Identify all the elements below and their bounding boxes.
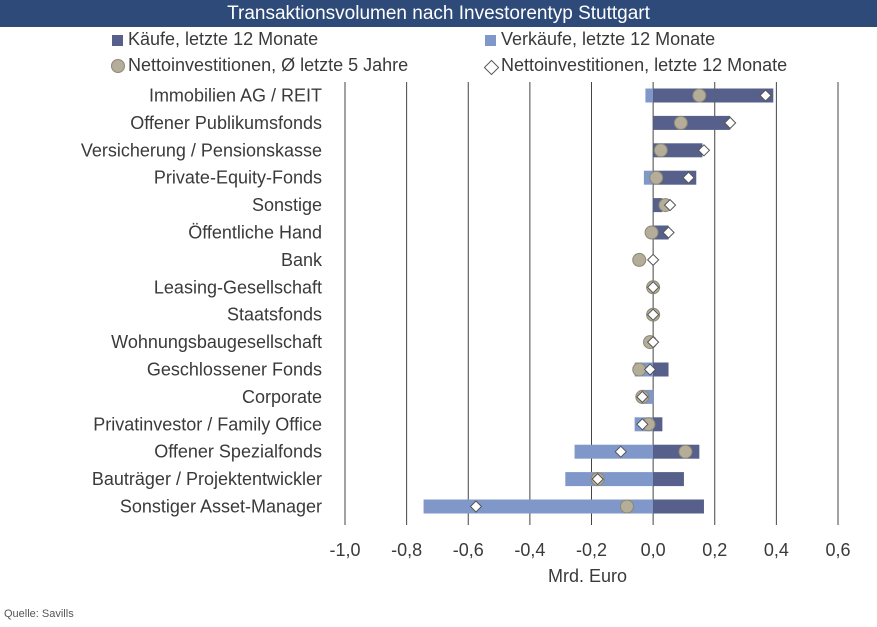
category-label: Geschlossener Fonds xyxy=(147,360,322,380)
x-tick-label: -1,0 xyxy=(329,540,360,560)
x-tick-label: 0,0 xyxy=(641,540,666,560)
category-label: Staatsfonds xyxy=(227,305,322,325)
category-label: Corporate xyxy=(242,387,322,407)
marker-netto-5-jahre xyxy=(653,143,668,158)
legend-marker-netto5 xyxy=(111,59,125,73)
category-label: Wohnungsbaugesellschaft xyxy=(111,332,322,352)
legend-label-netto12: Nettoinvestitionen, letzte 12 Monate xyxy=(501,55,788,75)
bar-verkaeufe xyxy=(645,88,654,103)
marker-netto-12-monate xyxy=(682,171,695,184)
bar-kaeufe xyxy=(653,417,663,432)
x-tick-label: -0,8 xyxy=(391,540,422,560)
marker-netto-5-jahre xyxy=(619,499,634,514)
marker-netto-12-monate xyxy=(646,281,660,294)
chart-title-bar xyxy=(0,0,877,27)
legend-label-verkaeufe: Verkäufe, letzte 12 Monate xyxy=(501,29,716,49)
category-label: Sonstiger Asset-Manager xyxy=(120,497,322,517)
marker-netto-5-jahre xyxy=(644,225,659,240)
marker-netto-5-jahre xyxy=(678,444,693,459)
marker-netto-12-monate xyxy=(723,116,737,130)
marker-netto-5-jahre xyxy=(692,88,707,103)
marker-netto-12-monate xyxy=(469,500,483,513)
source-note: Quelle: Savills xyxy=(4,608,74,620)
legend-label-netto5: Nettoinvestitionen, Ø letzte 5 Jahre xyxy=(128,55,409,75)
bar-kaeufe xyxy=(653,198,663,213)
x-tick-label: 0,2 xyxy=(702,540,727,560)
bar-kaeufe xyxy=(653,170,697,185)
marker-netto-5-jahre xyxy=(673,115,688,130)
category-label: Immobilien AG / REIT xyxy=(149,86,322,106)
category-label: Öffentliche Hand xyxy=(188,223,322,243)
marker-netto-12-monate xyxy=(636,418,649,431)
legend-label-kaeufe: Käufe, letzte 12 Monate xyxy=(128,29,319,49)
category-label: Offener Publikumsfonds xyxy=(130,113,322,133)
bar-verkaeufe xyxy=(643,170,654,185)
bar-kaeufe xyxy=(653,472,684,487)
marker-netto-12-monate xyxy=(663,198,677,212)
marker-netto-12-monate xyxy=(646,335,660,349)
category-label: Versicherung / Pensionskasse xyxy=(81,140,322,160)
bar-kaeufe xyxy=(653,88,774,103)
x-tick-label: 0,6 xyxy=(825,540,850,560)
marker-netto-12-monate xyxy=(591,472,604,486)
category-label: Sonstige xyxy=(252,195,322,215)
category-label: Bauträger / Projektentwickler xyxy=(92,469,322,489)
category-label: Bank xyxy=(281,250,323,270)
legend-swatch-kaeufe xyxy=(112,35,123,46)
bar-verkaeufe xyxy=(574,444,654,459)
legend-swatch-verkaeufe xyxy=(485,35,496,46)
x-tick-label: 0,4 xyxy=(764,540,789,560)
x-tick-label: -0,4 xyxy=(514,540,545,560)
x-tick-label: -0,6 xyxy=(453,540,484,560)
category-label: Offener Spezialfonds xyxy=(154,442,322,462)
x-axis-label: Mrd. Euro xyxy=(548,566,628,586)
bar-kaeufe xyxy=(653,115,731,130)
chart-title: Transaktionsvolumen nach Investorentyp S… xyxy=(227,3,650,24)
marker-netto-12-monate xyxy=(614,445,627,458)
marker-netto-12-monate xyxy=(662,226,675,239)
marker-netto-12-monate xyxy=(646,308,660,321)
marker-netto-12-monate xyxy=(697,144,711,157)
marker-netto-12-monate xyxy=(636,390,649,404)
category-label: Privatinvestor / Family Office xyxy=(93,414,322,434)
bar-kaeufe xyxy=(653,499,704,514)
marker-netto-12-monate xyxy=(646,253,660,267)
bar-kaeufe xyxy=(653,362,669,377)
marker-netto-12-monate xyxy=(759,89,772,102)
marker-netto-5-jahre xyxy=(649,170,664,185)
category-label: Private-Equity-Fonds xyxy=(154,168,322,188)
marker-netto-5-jahre xyxy=(632,362,647,377)
bar-verkaeufe xyxy=(565,472,654,487)
marker-netto-12-monate xyxy=(643,363,657,376)
marker-netto-5-jahre xyxy=(632,252,647,267)
x-tick-label: -0,2 xyxy=(576,540,607,560)
category-label: Leasing-Gesellschaft xyxy=(154,277,322,297)
bar-verkaeufe xyxy=(423,499,654,514)
